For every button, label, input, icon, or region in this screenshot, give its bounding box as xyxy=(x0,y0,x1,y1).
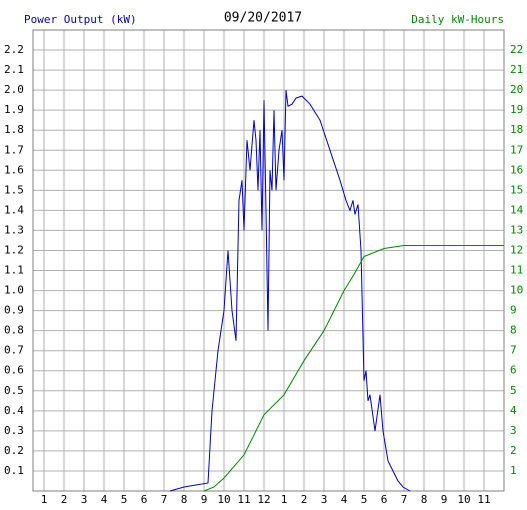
x-tick-label: 7 xyxy=(401,493,408,506)
y-tick-label: 1.2 xyxy=(4,243,24,256)
y-tick-label: 1.8 xyxy=(4,123,24,136)
plot-frame xyxy=(32,29,505,492)
y-tick-label: 1.4 xyxy=(4,203,24,216)
x-tick-label: 2 xyxy=(61,493,68,506)
x-tick-label: 10 xyxy=(457,493,470,506)
y-tick-label: 0.7 xyxy=(4,344,24,357)
y2-tick-label: 3 xyxy=(510,424,517,437)
y-tick-label: 0.1 xyxy=(4,464,24,477)
y2-tick-label: 16 xyxy=(510,163,523,176)
y-tick-label: 1.3 xyxy=(4,223,24,236)
x-tick-label: 11 xyxy=(237,493,250,506)
x-tick-label: 5 xyxy=(361,493,368,506)
y2-tick-label: 1 xyxy=(510,464,517,477)
y2-tick-label: 4 xyxy=(510,404,517,417)
series-line xyxy=(169,90,411,492)
x-tick-label: 7 xyxy=(161,493,168,506)
x-tick-label: 9 xyxy=(441,493,448,506)
y2-tick-label: 19 xyxy=(510,103,523,116)
y2-tick-label: 21 xyxy=(510,63,523,76)
y-tick-label: 2.1 xyxy=(4,63,24,76)
y-tick-label: 1.6 xyxy=(4,163,24,176)
y-tick-label: 2.2 xyxy=(4,43,24,56)
y-tick-label: 0.8 xyxy=(4,324,24,337)
y2-tick-label: 8 xyxy=(510,324,517,337)
y-tick-label: 0.3 xyxy=(4,424,24,437)
y-tick-label: 0.5 xyxy=(4,384,24,397)
x-tick-label: 4 xyxy=(341,493,348,506)
y2-tick-label: 11 xyxy=(510,264,523,277)
y2-tick-label: 12 xyxy=(510,243,523,256)
x-tick-label: 12 xyxy=(257,493,270,506)
y2-tick-label: 20 xyxy=(510,83,523,96)
x-tick-label: 3 xyxy=(81,493,88,506)
y-tick-label: 0.4 xyxy=(4,404,24,417)
y2-tick-label: 5 xyxy=(510,384,517,397)
y2-tick-label: 14 xyxy=(510,203,524,216)
y2-tick-label: 9 xyxy=(510,304,517,317)
y2-tick-label: 13 xyxy=(510,223,523,236)
y-tick-label: 1.9 xyxy=(4,103,24,116)
x-tick-label: 1 xyxy=(281,493,288,506)
chart-title: 09/20/2017 xyxy=(224,11,302,26)
x-tick-label: 1 xyxy=(41,493,48,506)
y2-tick-label: 15 xyxy=(510,183,523,196)
y-axis-title: Power Output (kW) xyxy=(24,13,137,26)
x-tick-label: 6 xyxy=(381,493,388,506)
x-tick-label: 8 xyxy=(181,493,188,506)
y2-tick-label: 2 xyxy=(510,444,517,457)
y-tick-label: 1.5 xyxy=(4,183,24,196)
y2-tick-label: 18 xyxy=(510,123,523,136)
y-tick-label: 0.9 xyxy=(4,304,24,317)
y2-tick-label: 10 xyxy=(510,284,523,297)
y-tick-label: 1.7 xyxy=(4,143,24,156)
x-tick-label: 10 xyxy=(217,493,230,506)
y-tick-label: 0.2 xyxy=(4,444,24,457)
y2-tick-label: 22 xyxy=(510,43,523,56)
x-tick-label: 5 xyxy=(121,493,128,506)
y-tick-label: 1.0 xyxy=(4,284,24,297)
x-tick-label: 4 xyxy=(101,493,108,506)
y-tick-label: 2.0 xyxy=(4,83,24,96)
y-tick-label: 0.6 xyxy=(4,364,24,377)
x-tick-label: 2 xyxy=(301,493,308,506)
y2-tick-label: 7 xyxy=(510,344,517,357)
x-tick-label: 9 xyxy=(201,493,208,506)
x-tick-label: 6 xyxy=(141,493,148,506)
x-tick-label: 3 xyxy=(321,493,328,506)
y2-tick-label: 17 xyxy=(510,143,523,156)
x-tick-label: 8 xyxy=(421,493,428,506)
x-tick-label: 11 xyxy=(477,493,490,506)
series-line xyxy=(203,245,504,492)
y2-tick-label: 6 xyxy=(510,364,517,377)
y-tick-label: 1.1 xyxy=(4,264,24,277)
y2-axis-title: Daily kW-Hours xyxy=(411,13,504,26)
